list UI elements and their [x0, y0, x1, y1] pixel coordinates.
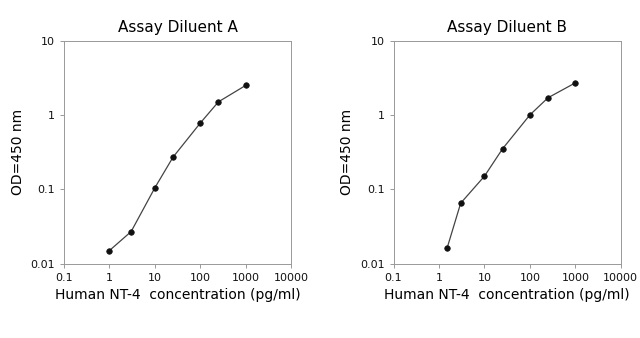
- X-axis label: Human NT-4  concentration (pg/ml): Human NT-4 concentration (pg/ml): [55, 288, 300, 302]
- Title: Assay Diluent A: Assay Diluent A: [118, 20, 237, 35]
- Y-axis label: OD=450 nm: OD=450 nm: [340, 109, 355, 195]
- Title: Assay Diluent B: Assay Diluent B: [447, 20, 567, 35]
- Y-axis label: OD=450 nm: OD=450 nm: [11, 109, 25, 195]
- X-axis label: Human NT-4  concentration (pg/ml): Human NT-4 concentration (pg/ml): [385, 288, 630, 302]
